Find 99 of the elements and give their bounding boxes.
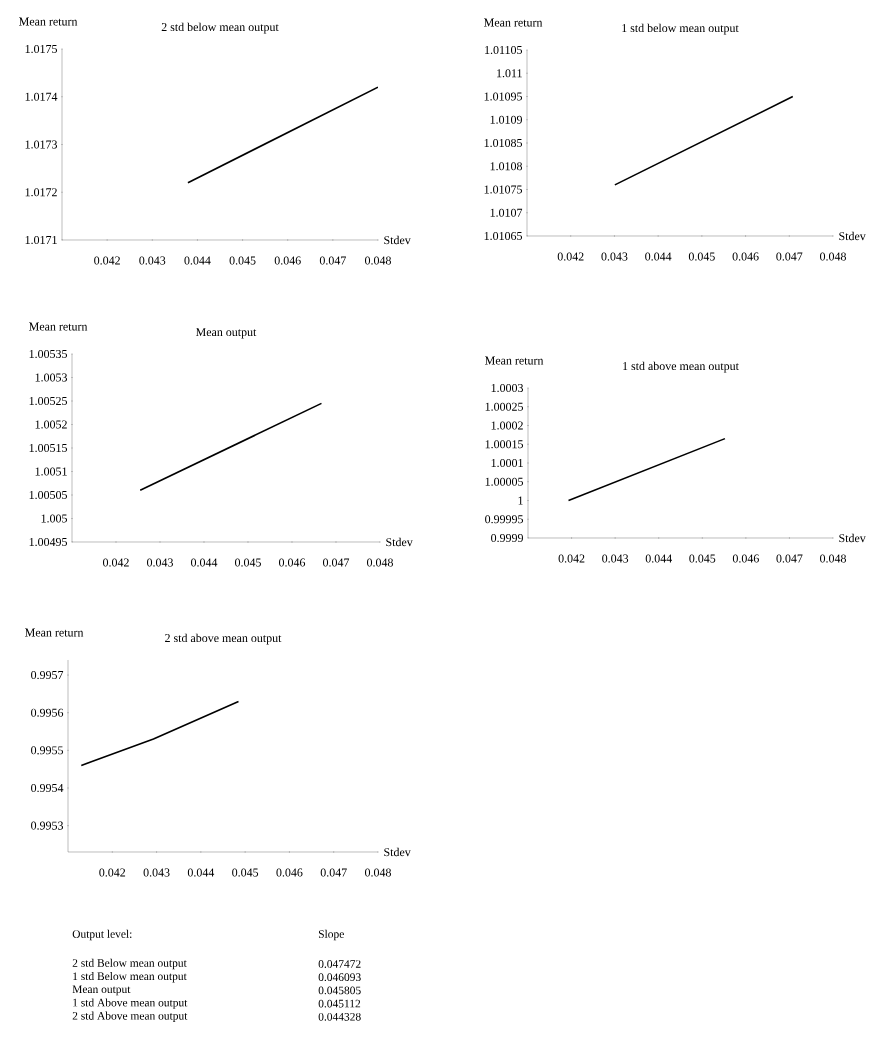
x-axis-title: Stdev	[384, 847, 411, 857]
y-tick-label: 1.0174	[25, 92, 58, 101]
y-tick-label: 1.0051	[35, 467, 67, 476]
y-tick-label: 1.01065	[484, 231, 523, 241]
y-tick-label: 1.0052	[35, 420, 67, 429]
x-axis-title: Stdev	[384, 235, 411, 245]
x-tick-label: 0.047	[776, 554, 803, 563]
text: 0.044328	[318, 1012, 361, 1021]
text: 0.047472	[318, 960, 361, 968]
y-tick-label: 1.00015	[485, 440, 524, 449]
text: 2 std Above mean output	[72, 1011, 188, 1022]
x-tick-label: 0.042	[557, 252, 584, 261]
y-tick-label: 1.0172	[25, 188, 57, 197]
y-tick-label: 1.00505	[29, 490, 68, 500]
text: 0.045112	[318, 999, 361, 1008]
x-axis-title: Stdev	[839, 231, 866, 241]
y-tick-label: 1.0003	[491, 383, 524, 393]
y-tick-label: 1.0171	[25, 235, 57, 245]
text: 0.046093	[318, 973, 361, 982]
x-tick-label: 0.044	[645, 554, 672, 563]
y-tick-label: 1	[518, 496, 523, 505]
y-axis-title: Mean return	[25, 628, 84, 637]
x-tick-label: 0.047	[323, 558, 350, 567]
x-axis-title: Stdev	[839, 533, 866, 543]
y-tick-label: 1.0053	[35, 373, 68, 382]
x-tick-label: 0.044	[191, 558, 218, 567]
y-axis-title: Mean return	[19, 17, 78, 26]
x-tick-label: 0.042	[103, 558, 129, 567]
text: 0.045805	[318, 986, 361, 995]
y-axis-title: Mean return	[485, 356, 544, 365]
y-tick-label: 1.0108	[490, 162, 523, 171]
y-tick-label: 1.0001	[491, 458, 523, 468]
x-tick-label: 0.043	[147, 558, 173, 567]
chart-title: Mean output	[195, 328, 257, 339]
x-tick-label: 0.042	[94, 256, 120, 265]
y-tick-label: 1.01095	[484, 92, 523, 101]
x-tick-label: 0.048	[820, 252, 846, 261]
x-tick-label: 0.045	[688, 252, 715, 261]
y-tick-label: 0.9955	[31, 746, 64, 755]
x-tick-label: 0.045	[229, 256, 256, 265]
y-tick-label: 1.00025	[485, 402, 524, 411]
x-tick-label: 0.045	[232, 868, 259, 877]
chart-title: 1 std below mean output	[622, 23, 739, 35]
x-tick-label: 0.048	[820, 554, 846, 563]
text: Slope	[318, 929, 344, 941]
y-axis-title: Mean return	[29, 322, 88, 331]
x-tick-label: 0.047	[320, 868, 347, 877]
x-tick-label: 0.044	[645, 252, 672, 261]
text: 1 std Below mean output	[73, 972, 187, 983]
x-axis-title: Stdev	[386, 537, 413, 547]
y-tick-label: 1.01105	[485, 45, 523, 55]
y-tick-label: 0.9954	[31, 783, 64, 793]
text: 1 std Above mean output	[73, 998, 188, 1009]
x-tick-label: 0.042	[99, 868, 126, 877]
x-tick-label: 0.048	[365, 256, 391, 265]
y-tick-label: 0.99995	[485, 515, 524, 524]
text: Output level:	[72, 929, 132, 941]
x-tick-label: 0.045	[235, 558, 261, 567]
text: Mean output	[72, 985, 131, 996]
x-tick-label: 0.043	[143, 868, 170, 877]
y-tick-label: 1.00525	[29, 396, 68, 406]
y-tick-label: 1.00515	[29, 443, 68, 453]
chart-title: 1 std above mean output	[623, 361, 739, 373]
text: 2 std Below mean output	[72, 958, 187, 970]
y-tick-label: 0.9956	[31, 708, 64, 717]
x-tick-label: 0.044	[184, 256, 211, 265]
y-tick-label: 1.00535	[29, 349, 68, 359]
y-tick-label: 1.0002	[491, 421, 523, 430]
x-tick-label: 0.046	[276, 868, 303, 877]
x-tick-label: 0.043	[139, 256, 166, 265]
y-tick-label: 0.9999	[491, 533, 523, 543]
y-axis-title: Mean return	[484, 18, 543, 27]
x-tick-label: 0.047	[319, 256, 346, 265]
x-tick-label: 0.048	[365, 868, 391, 877]
x-tick-label: 0.048	[367, 558, 393, 567]
x-tick-label: 0.045	[689, 554, 716, 563]
y-tick-label: 1.00005	[485, 477, 524, 486]
y-tick-label: 1.0173	[25, 140, 58, 149]
x-tick-label: 0.046	[274, 256, 301, 265]
y-tick-label: 1.01085	[484, 138, 523, 148]
y-tick-label: 0.9953	[31, 821, 64, 830]
y-tick-label: 1.01075	[484, 185, 523, 194]
y-tick-label: 1.0175	[25, 44, 58, 54]
x-tick-label: 0.043	[601, 252, 628, 261]
chart-title: 2 std above mean output	[165, 633, 282, 645]
y-tick-label: 1.005	[41, 514, 68, 523]
y-tick-label: 0.9957	[31, 670, 64, 680]
x-tick-label: 0.046	[279, 558, 306, 567]
x-tick-label: 0.042	[558, 554, 585, 563]
x-tick-label: 0.043	[602, 554, 629, 563]
y-tick-label: 1.0107	[490, 208, 523, 217]
y-tick-label: 1.011	[497, 69, 522, 78]
x-tick-label: 0.047	[776, 252, 803, 261]
chart-title: 2 std below mean output	[161, 22, 279, 34]
x-tick-label: 0.046	[732, 252, 759, 261]
y-tick-label: 1.0109	[490, 115, 522, 124]
x-tick-label: 0.046	[732, 554, 759, 563]
y-tick-label: 1.00495	[29, 537, 68, 547]
x-tick-label: 0.044	[187, 868, 215, 877]
